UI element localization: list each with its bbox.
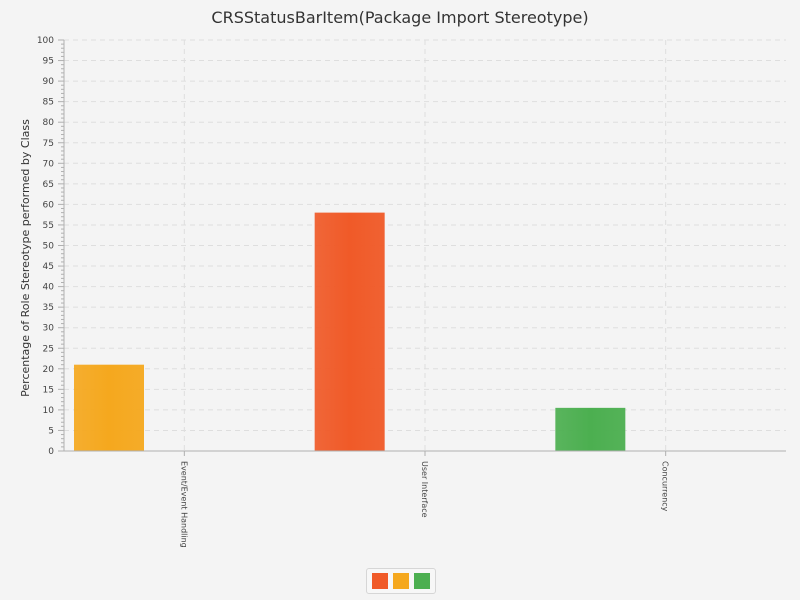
y-tick-label: 80 [43,118,55,128]
legend-swatch-3 [414,573,430,589]
y-tick-label: 30 [43,324,55,334]
y-tick-label: 100 [37,36,54,46]
chart-title: CRSStatusBarItem(Package Import Stereoty… [211,8,589,27]
y-tick-label: 35 [43,303,54,313]
legend [366,568,436,594]
y-tick-label: 75 [43,139,54,149]
y-axis: 0 5 10 15 20 25 30 35 40 45 50 55 60 65 70 75 80 85 90 95 10… [37,36,65,457]
y-tick-label: 55 [43,221,54,231]
bar-2 [314,212,385,451]
y-tick-label: 90 [43,77,55,87]
y-tick-label: 5 [48,426,54,436]
y-tick-label: 95 [43,57,54,67]
x-category-label: User Interface [420,461,429,518]
x-category-label: Event/Event Handling [179,461,188,548]
y-tick-label: 60 [43,200,55,210]
y-tick-label: 10 [43,406,55,416]
y-tick-label: 0 [48,447,54,457]
y-tick-label: 50 [43,242,55,252]
bars [74,212,626,451]
bar-1 [74,364,144,451]
y-tick-label: 45 [43,262,54,272]
y-tick-label: 65 [43,180,54,190]
legend-swatch-1 [372,573,388,589]
bar-3 [555,407,626,451]
grid-lines [64,39,786,451]
y-tick-label: 85 [43,98,54,108]
y-tick-label: 40 [43,283,55,293]
y-tick-label: 70 [43,159,55,169]
y-tick-label: 20 [43,365,55,375]
y-tick-label: 15 [43,385,54,395]
y-tick-label: 25 [43,344,54,354]
y-axis-title: Percentage of Role Stereotype performed … [19,119,32,397]
legend-swatch-2 [393,573,409,589]
x-category-label: Concurrency [661,461,670,512]
x-axis: Event/Event Handling User Interface Concur… [64,450,786,548]
